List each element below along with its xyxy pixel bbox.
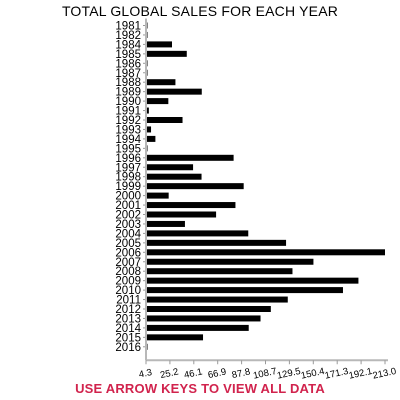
y-tick-label-1999: 1999 xyxy=(115,181,141,193)
bar-1991[interactable] xyxy=(146,107,149,114)
bar-2009[interactable] xyxy=(146,277,359,284)
y-tick-label-1998: 1998 xyxy=(115,172,141,184)
bar-2014[interactable] xyxy=(146,324,249,331)
bar-2006[interactable] xyxy=(146,249,385,256)
x-tick-label: 4.3 xyxy=(138,367,153,381)
bar-2000[interactable] xyxy=(146,192,169,199)
bar-2015[interactable] xyxy=(146,334,204,341)
axes xyxy=(143,18,388,365)
x-tick-label: 46.1 xyxy=(183,367,203,382)
bars-layer xyxy=(146,22,385,350)
bar-2008[interactable] xyxy=(146,268,293,275)
bar-2003[interactable] xyxy=(146,220,185,227)
x-tick-label: 129.5 xyxy=(276,366,302,382)
bar-2012[interactable] xyxy=(146,306,271,312)
y-tick-label-1984: 1984 xyxy=(115,39,141,51)
y-tick-label-1988: 1988 xyxy=(115,77,141,89)
bar-2004[interactable] xyxy=(146,230,249,237)
bar-1999[interactable] xyxy=(146,183,244,190)
x-tick-label: 108.7 xyxy=(252,366,278,382)
y-tick-label-2014: 2014 xyxy=(115,323,141,335)
y-tick-label-1992: 1992 xyxy=(115,115,141,127)
y-tick-label-1982: 1982 xyxy=(115,30,141,42)
y-tick-label-2008: 2008 xyxy=(115,266,141,278)
y-tick-labels: 1981198219841985198619871988198919901991… xyxy=(115,21,141,354)
y-tick-label-2012: 2012 xyxy=(115,304,141,316)
x-tick-label: 150.4 xyxy=(300,366,326,382)
y-tick-label-2016: 2016 xyxy=(115,342,141,354)
y-tick-label-2007: 2007 xyxy=(115,257,141,269)
x-tick-label: 87.8 xyxy=(231,367,251,382)
y-tick-label-1987: 1987 xyxy=(115,68,141,80)
y-tick-label-1989: 1989 xyxy=(115,87,141,99)
x-tick-label: 213.0 xyxy=(372,366,398,382)
bar-1990[interactable] xyxy=(146,98,169,105)
chart-title: TOTAL GLOBAL SALES FOR EACH YEAR xyxy=(61,3,339,19)
x-tick-labels: 4.3 25.2 46.1 66.9 87.8 108.7129.5150.4171.31… xyxy=(138,366,397,382)
y-tick-label-2005: 2005 xyxy=(115,238,141,250)
y-tick-label-1991: 1991 xyxy=(115,106,141,118)
bar-1993[interactable] xyxy=(146,126,152,133)
y-tick-label-2013: 2013 xyxy=(115,313,141,325)
y-tick-label-2000: 2000 xyxy=(115,191,141,203)
y-tick-label-1986: 1986 xyxy=(115,58,141,70)
y-tick-label-2004: 2004 xyxy=(115,228,141,240)
bar-2013[interactable] xyxy=(146,315,261,322)
bar-2002[interactable] xyxy=(146,211,217,218)
bar-1988[interactable] xyxy=(146,79,176,86)
y-tick-label-2006: 2006 xyxy=(115,247,141,259)
y-tick-label-2009: 2009 xyxy=(115,276,141,288)
bar-2005[interactable] xyxy=(146,239,287,246)
y-tick-label-1994: 1994 xyxy=(115,134,141,146)
y-tick-label-2011: 2011 xyxy=(116,295,141,307)
x-tick-label: 171.3 xyxy=(324,366,350,382)
bar-1997[interactable] xyxy=(146,164,194,171)
y-tick-label-1993: 1993 xyxy=(115,124,141,136)
bar-2011[interactable] xyxy=(146,296,288,303)
x-tick-label: 192.1 xyxy=(348,366,374,382)
bar-2007[interactable] xyxy=(146,258,314,265)
bar-1992[interactable] xyxy=(146,117,183,123)
y-tick-label-2003: 2003 xyxy=(115,219,141,231)
bar-2010[interactable] xyxy=(146,287,343,294)
y-tick-label-2001: 2001 xyxy=(115,200,141,212)
y-tick-label-1981: 1981 xyxy=(115,21,141,33)
y-tick-label-1997: 1997 xyxy=(115,162,141,174)
y-tick-label-2002: 2002 xyxy=(115,210,141,222)
y-tick-label-1996: 1996 xyxy=(115,153,141,165)
bar-1996[interactable] xyxy=(146,154,234,161)
y-tick-label-1985: 1985 xyxy=(115,49,141,61)
x-tick-label: 66.9 xyxy=(207,367,227,382)
bar-1984[interactable] xyxy=(146,41,172,48)
bar-1985[interactable] xyxy=(146,50,187,57)
y-tick-label-2015: 2015 xyxy=(115,332,141,344)
y-tick-label-1990: 1990 xyxy=(115,96,141,108)
keyboard-hint: USE ARROW KEYS TO VIEW ALL DATA xyxy=(75,381,325,396)
y-tick-label-1995: 1995 xyxy=(115,143,141,155)
bar-1989[interactable] xyxy=(146,88,202,95)
x-tick-label: 25.2 xyxy=(159,367,179,382)
bar-1994[interactable] xyxy=(146,135,156,142)
bar-1998[interactable] xyxy=(146,173,202,180)
y-tick-label-2010: 2010 xyxy=(115,285,141,297)
bar-2001[interactable] xyxy=(146,202,236,209)
